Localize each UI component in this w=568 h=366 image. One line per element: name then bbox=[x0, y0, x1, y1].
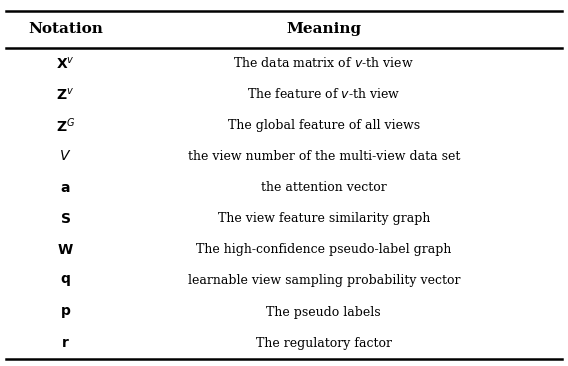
Text: $\mathbf{p}$: $\mathbf{p}$ bbox=[60, 305, 71, 320]
Text: The pseudo labels: The pseudo labels bbox=[266, 306, 381, 318]
Text: $\mathbf{W}$: $\mathbf{W}$ bbox=[57, 243, 74, 257]
Text: $\mathbf{a}$: $\mathbf{a}$ bbox=[60, 180, 70, 195]
Text: The feature of $v$-th view: The feature of $v$-th view bbox=[247, 87, 400, 101]
Text: Meaning: Meaning bbox=[286, 22, 361, 36]
Text: The high-confidence pseudo-label graph: The high-confidence pseudo-label graph bbox=[196, 243, 452, 256]
Text: The data matrix of $v$-th view: The data matrix of $v$-th view bbox=[233, 56, 414, 70]
Text: Notation: Notation bbox=[28, 22, 103, 36]
Text: $\mathbf{Z}^{v}$: $\mathbf{Z}^{v}$ bbox=[56, 86, 74, 102]
Text: The global feature of all views: The global feature of all views bbox=[228, 119, 420, 132]
Text: $\mathbf{r}$: $\mathbf{r}$ bbox=[61, 336, 70, 350]
Text: $V$: $V$ bbox=[59, 149, 72, 164]
Text: $\mathbf{Z}^{G}$: $\mathbf{Z}^{G}$ bbox=[56, 116, 75, 135]
Text: the view number of the multi-view data set: the view number of the multi-view data s… bbox=[187, 150, 460, 163]
Text: $\mathbf{q}$: $\mathbf{q}$ bbox=[60, 273, 70, 288]
Text: $\mathbf{X}^{v}$: $\mathbf{X}^{v}$ bbox=[56, 55, 74, 71]
Text: learnable view sampling probability vector: learnable view sampling probability vect… bbox=[187, 274, 460, 287]
Text: The regulatory factor: The regulatory factor bbox=[256, 337, 392, 350]
Text: $\mathbf{S}$: $\mathbf{S}$ bbox=[60, 212, 71, 226]
Text: the attention vector: the attention vector bbox=[261, 181, 387, 194]
Text: The view feature similarity graph: The view feature similarity graph bbox=[218, 212, 430, 225]
